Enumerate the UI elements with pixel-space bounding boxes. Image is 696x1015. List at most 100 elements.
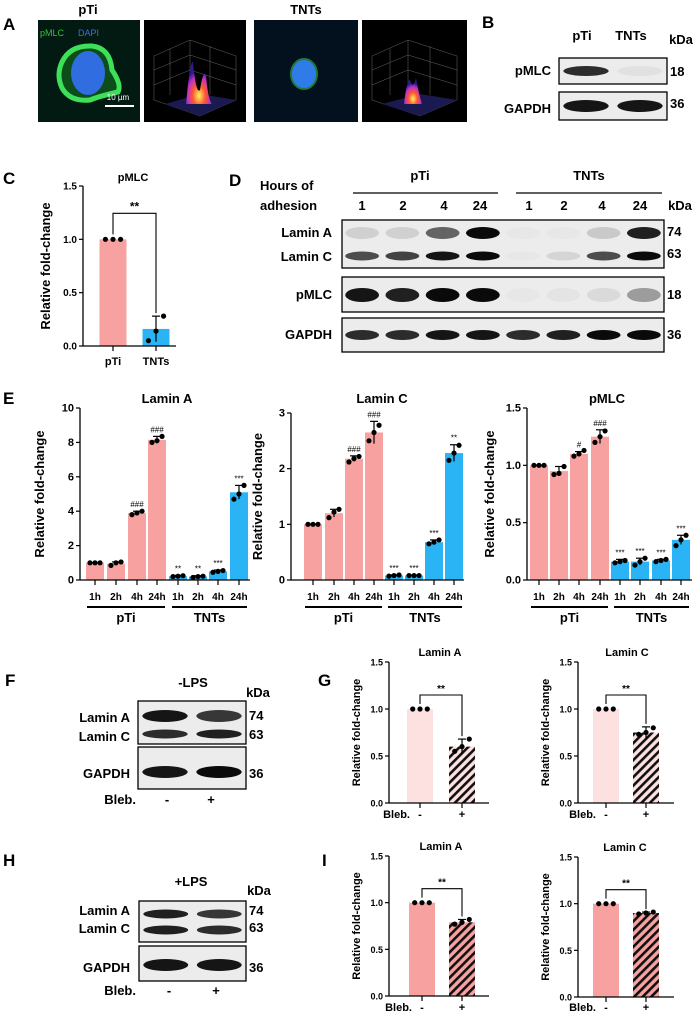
- chart-title: pMLC: [589, 391, 626, 406]
- significance-label: ***: [429, 529, 438, 538]
- chart-title: Lamin A: [420, 841, 463, 853]
- y-tick-label: 1.0: [559, 705, 572, 715]
- data-point: [531, 462, 537, 468]
- bar-4h: [128, 512, 146, 580]
- h-bleb-label: Bleb.: [104, 983, 136, 998]
- x-tick-label: 2h: [408, 592, 420, 603]
- y-axis-label: Relative fold-change: [482, 430, 497, 557]
- d-lane-label: 4: [440, 198, 448, 213]
- a-title-pti: pTi: [78, 2, 97, 17]
- x-tick-label: 4h: [428, 592, 440, 603]
- bar-24h: [672, 539, 690, 580]
- data-point: [87, 560, 93, 566]
- bar-1h: [304, 524, 322, 580]
- bar-24h: [148, 439, 166, 580]
- data-point: [139, 508, 145, 514]
- b-label-pmlc: pMLC: [515, 63, 552, 78]
- blot-h-gapdh: [138, 945, 247, 982]
- y-tick-label: 0.5: [559, 752, 572, 762]
- significance-label: **: [175, 564, 181, 573]
- significance-label: #: [577, 441, 582, 450]
- data-point: [346, 459, 352, 465]
- blot-band: [465, 251, 500, 261]
- x-tick-label: +: [643, 809, 649, 821]
- data-point: [597, 434, 603, 440]
- data-point: [642, 555, 648, 561]
- data-point: [241, 482, 247, 488]
- panel-label-f: F: [5, 671, 15, 690]
- d-label-pmlc: pMLC: [296, 287, 333, 302]
- y-axis-label: Relative fold-change: [540, 679, 552, 787]
- y-tick-label: 2: [68, 540, 74, 552]
- blot-band: [506, 330, 541, 340]
- group-label: pTi: [334, 610, 353, 625]
- data-point: [459, 919, 465, 925]
- data-point: [424, 706, 430, 712]
- x-tick-label: 2h: [192, 592, 204, 603]
- blot-d-lamin: [341, 219, 665, 269]
- data-point: [571, 453, 577, 459]
- blot-membrane: [138, 900, 247, 943]
- data-point: [561, 463, 567, 470]
- data-point: [310, 521, 316, 527]
- chart-e1: 1h 2h ### 4h ### 24h ** 1h ** 2h *** 4h *** 24h 0 2 4 6 8 1…: [32, 391, 250, 625]
- data-point: [637, 559, 643, 565]
- data-point: [170, 573, 176, 580]
- y-axis-label: Relative fold-change: [32, 430, 47, 557]
- micrograph-pti: pMLC DAPI 10 µm: [38, 20, 140, 122]
- y-tick-label: 10: [62, 403, 74, 415]
- d-lane-label: 1: [525, 198, 532, 213]
- data-point: [426, 541, 432, 547]
- significance-label: **: [451, 434, 457, 443]
- blot-band: [345, 251, 380, 261]
- h-label-lamin-c: Lamin C: [79, 921, 131, 936]
- b-lane-tnts: TNTs: [615, 28, 647, 43]
- blot-band: [626, 227, 661, 239]
- h-condition: +LPS: [175, 874, 208, 889]
- blot-band: [586, 251, 621, 261]
- blot-band: [143, 909, 189, 919]
- chart-title: pMLC: [118, 172, 149, 184]
- bar-4h: [345, 458, 363, 580]
- data-point: [446, 457, 452, 463]
- data-point: [180, 573, 186, 579]
- blot-f-lamin: [137, 700, 247, 745]
- bar--: [407, 709, 433, 803]
- h-label-gapdh: GAPDH: [83, 960, 130, 975]
- data-point: [145, 338, 152, 344]
- a-title-tnts: TNTs: [290, 2, 322, 17]
- y-tick-label: 0.0: [370, 992, 383, 1002]
- micrograph-tnts: [254, 20, 358, 122]
- data-point: [632, 562, 638, 568]
- blot-band: [142, 766, 188, 778]
- d-label-lamin-a: Lamin A: [281, 225, 332, 240]
- data-point: [576, 451, 582, 457]
- x-tick-label: 1h: [533, 592, 545, 603]
- data-point: [650, 909, 656, 915]
- blot-band: [196, 909, 242, 919]
- b-lane-pti: pTi: [572, 28, 591, 43]
- bar-pTi: [99, 239, 127, 346]
- bar-4h: [425, 542, 443, 580]
- bar--: [593, 709, 619, 803]
- chart-c: pTi TNTs 0.0 0.5 1.0 1.5 pMLC Relative fold-cha…: [38, 172, 176, 368]
- blot-band: [345, 227, 380, 239]
- bar-1h: [530, 465, 548, 580]
- bar-24h: [365, 432, 383, 580]
- data-point: [129, 512, 135, 518]
- chart-title: Lamin C: [356, 391, 408, 406]
- blot-band: [196, 925, 242, 935]
- data-point: [452, 921, 458, 927]
- data-point: [556, 470, 562, 476]
- blot-f-gapdh: [137, 746, 247, 790]
- blot-band: [196, 959, 242, 971]
- f-label-lamin-a: Lamin A: [79, 710, 130, 725]
- x-tick-label: 24h: [672, 592, 689, 603]
- x-tick-label: 24h: [230, 592, 247, 603]
- significance-label: ***: [676, 524, 685, 533]
- d-label-gapdh: GAPDH: [285, 327, 332, 342]
- data-point: [154, 438, 160, 444]
- chart-g1: - +0.0 0.5 1.0 1.5 Lamin A Relative fold-chang…: [351, 647, 489, 821]
- blot-band: [143, 925, 189, 935]
